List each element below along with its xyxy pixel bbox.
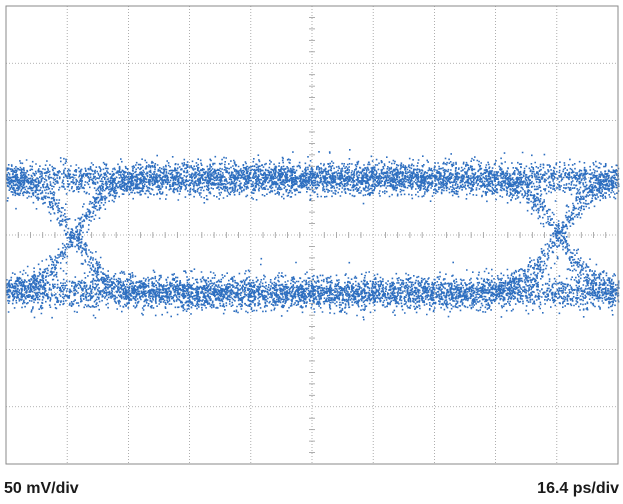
- eye-diagram-plot: [5, 5, 620, 465]
- graticule-center-ticks: [17, 17, 607, 453]
- vertical-scale-label: 50 mV/div: [4, 480, 79, 497]
- plot-frame: [5, 5, 619, 465]
- eye-trace-series: [6, 149, 620, 321]
- horizontal-scale-label: 16.4 ps/div: [537, 480, 619, 497]
- eye-trace-samples: [6, 149, 620, 321]
